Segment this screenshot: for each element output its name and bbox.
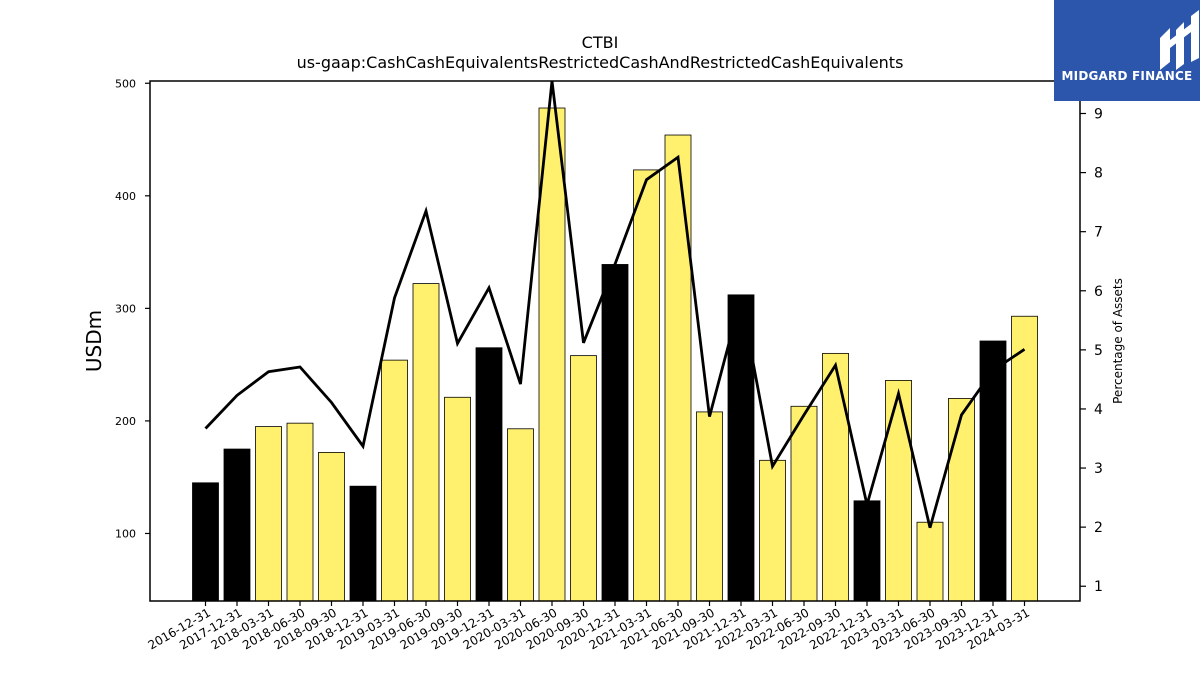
y2-tick-label: 4 bbox=[1094, 402, 1103, 418]
chart-title: CTBI bbox=[581, 33, 619, 52]
bar-2022-09-30 bbox=[822, 352, 849, 602]
bar-2020-12-31 bbox=[601, 264, 629, 602]
bar-2016-12-31 bbox=[192, 482, 219, 602]
bar-2023-12-31 bbox=[979, 340, 1007, 602]
x-axis: 2016-12-312017-12-312018-03-312018-06-30… bbox=[146, 601, 1032, 652]
bar-2020-06-30 bbox=[538, 107, 566, 602]
y2-tick-label: 2 bbox=[1094, 520, 1103, 536]
bar-2020-03-31 bbox=[507, 428, 534, 602]
bar-2023-03-31 bbox=[885, 379, 912, 602]
bar-2019-06-30 bbox=[412, 283, 440, 602]
bar-2022-03-31 bbox=[759, 459, 786, 602]
y2-tick-label: 1 bbox=[1094, 579, 1103, 595]
y2-tick-label: 8 bbox=[1094, 166, 1103, 182]
bar-2021-03-31 bbox=[633, 169, 660, 602]
y-tick-label: 200 bbox=[115, 415, 136, 428]
chart-subtitle: us-gaap:CashCashEquivalentsRestrictedCas… bbox=[296, 53, 904, 72]
brand-logo: MIDGARD FINANCE bbox=[1054, 0, 1200, 101]
y-tick-label: 300 bbox=[115, 302, 136, 315]
y-tick-label: 500 bbox=[115, 77, 136, 90]
y2-axis-label: Percentage of Assets bbox=[1111, 278, 1125, 404]
bar-2018-09-30 bbox=[318, 452, 345, 602]
bar-2021-06-30 bbox=[664, 134, 692, 602]
logo-text: MIDGARD FINANCE bbox=[1061, 69, 1193, 83]
y2-tick-label: 5 bbox=[1094, 343, 1103, 359]
bar-2017-12-31 bbox=[223, 448, 251, 602]
percentage-line bbox=[204, 80, 1026, 529]
y-axis-right: 1 2 3 4 5 6 7 8 9 bbox=[1080, 107, 1103, 595]
y-tick-label: 400 bbox=[115, 190, 136, 203]
logo-mark-icon bbox=[1160, 10, 1199, 70]
y-tick-label: 100 bbox=[115, 527, 136, 540]
bar-2021-09-30 bbox=[696, 411, 723, 602]
line-layer bbox=[204, 80, 1026, 529]
y2-tick-label: 3 bbox=[1094, 461, 1103, 477]
bar-2018-12-31 bbox=[349, 485, 377, 602]
bar-2018-06-30 bbox=[286, 422, 314, 602]
bar-2022-12-31 bbox=[853, 500, 881, 602]
y2-tick-label: 7 bbox=[1094, 225, 1103, 241]
bars bbox=[192, 107, 1038, 602]
bar-2024-03-31 bbox=[1011, 315, 1038, 602]
y2-tick-label: 9 bbox=[1094, 107, 1103, 123]
y-axis-left: 100 200 300 400 500 bbox=[115, 77, 150, 540]
bar-2022-06-30 bbox=[790, 405, 818, 602]
bar-2019-03-31 bbox=[381, 359, 408, 602]
bar-2020-09-30 bbox=[570, 355, 597, 602]
bar-2019-12-31 bbox=[475, 347, 503, 602]
bar-2019-09-30 bbox=[444, 396, 471, 602]
y2-tick-label: 6 bbox=[1094, 284, 1103, 300]
bar-2023-09-30 bbox=[948, 398, 975, 602]
bar-2023-06-30 bbox=[916, 521, 944, 602]
y-axis-label: USDm bbox=[82, 310, 106, 372]
bar-2018-03-31 bbox=[255, 426, 282, 602]
